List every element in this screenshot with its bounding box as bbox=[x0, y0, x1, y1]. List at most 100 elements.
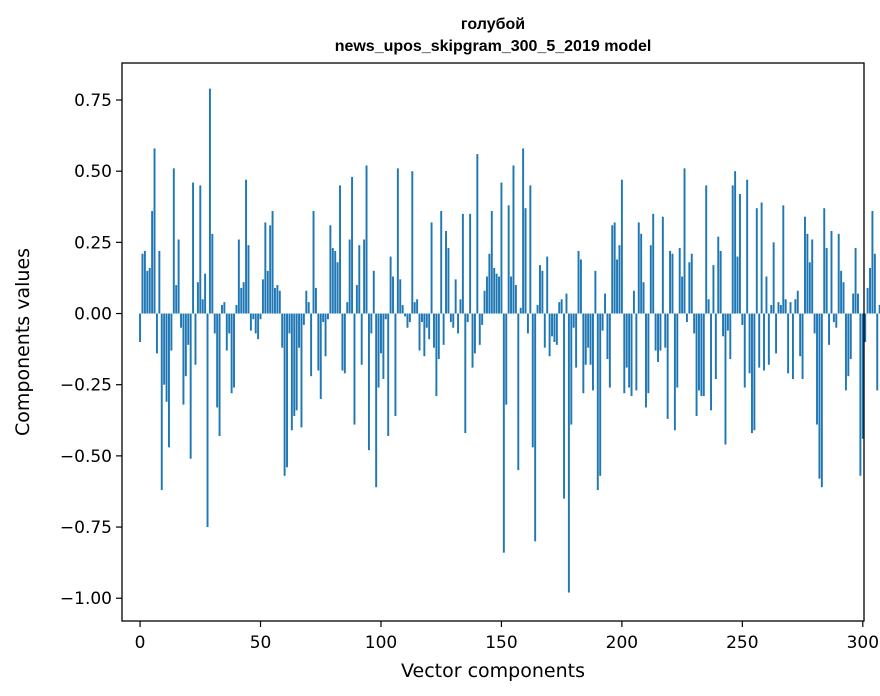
bar bbox=[228, 313, 231, 334]
bar bbox=[522, 148, 525, 314]
x-tick-label: 300 bbox=[847, 633, 879, 653]
bar bbox=[869, 267, 871, 314]
bar bbox=[367, 313, 370, 451]
bar bbox=[408, 313, 411, 323]
bar bbox=[758, 313, 761, 368]
bar bbox=[225, 313, 228, 351]
bar bbox=[688, 262, 691, 314]
y-tick-label: −1.00 bbox=[60, 589, 112, 609]
bar bbox=[307, 302, 310, 314]
bar bbox=[712, 265, 715, 314]
bar bbox=[488, 253, 491, 314]
bar bbox=[375, 313, 378, 488]
bar bbox=[635, 313, 638, 391]
bar bbox=[312, 211, 315, 314]
bar bbox=[849, 313, 852, 360]
bar bbox=[592, 313, 594, 391]
bar bbox=[336, 262, 339, 314]
bar bbox=[857, 293, 859, 314]
bar bbox=[847, 313, 850, 377]
bar bbox=[539, 265, 541, 314]
y-axis: 0.75 0.50 0.25 0.00 −0.25 −0.50 −0.75 −1.00 bbox=[60, 91, 122, 609]
bar bbox=[476, 154, 479, 314]
y-tick-label: 0.50 bbox=[74, 162, 112, 182]
bar bbox=[449, 313, 452, 323]
bar bbox=[808, 262, 811, 314]
bar bbox=[384, 313, 387, 320]
bar bbox=[254, 313, 257, 334]
bar bbox=[676, 313, 679, 388]
bar bbox=[710, 313, 712, 411]
bar bbox=[577, 250, 580, 314]
bar bbox=[606, 313, 609, 360]
y-axis-label: Components values bbox=[12, 248, 34, 436]
bar bbox=[418, 313, 421, 351]
x-tick-label: 0 bbox=[135, 633, 146, 653]
bar bbox=[204, 273, 207, 314]
bar bbox=[599, 313, 602, 476]
bar bbox=[835, 313, 838, 328]
bar bbox=[266, 270, 269, 314]
bar bbox=[572, 313, 575, 328]
bar bbox=[343, 313, 346, 374]
bar bbox=[471, 313, 474, 368]
bar bbox=[852, 293, 855, 314]
bar bbox=[671, 253, 674, 314]
bar bbox=[579, 259, 582, 314]
bar bbox=[146, 270, 149, 314]
bar bbox=[575, 313, 578, 368]
bar bbox=[705, 185, 708, 314]
bar bbox=[187, 313, 190, 345]
bar bbox=[257, 313, 260, 340]
bar bbox=[223, 302, 226, 314]
bar bbox=[399, 279, 402, 314]
bar bbox=[151, 211, 154, 314]
bar bbox=[242, 282, 245, 314]
bar bbox=[558, 302, 561, 314]
bar bbox=[319, 313, 322, 399]
chart-title: голубой bbox=[461, 16, 525, 33]
bar bbox=[199, 185, 202, 314]
y-tick-label: 0.75 bbox=[74, 91, 112, 111]
bar bbox=[459, 299, 462, 314]
bar bbox=[192, 182, 195, 314]
bar bbox=[717, 236, 720, 314]
bar bbox=[536, 304, 539, 314]
y-tick-label: 0.00 bbox=[74, 305, 112, 325]
bar bbox=[664, 313, 667, 348]
bar bbox=[529, 185, 532, 314]
bar bbox=[230, 313, 233, 394]
bar bbox=[437, 313, 440, 360]
bar bbox=[370, 313, 373, 334]
bar bbox=[514, 285, 517, 314]
bar bbox=[141, 253, 144, 314]
bar bbox=[502, 313, 505, 553]
bar bbox=[317, 313, 320, 371]
bar bbox=[348, 239, 351, 314]
bar bbox=[331, 248, 334, 314]
bar bbox=[454, 279, 457, 314]
bar bbox=[698, 313, 700, 391]
bar bbox=[782, 205, 785, 314]
y-tick-label: −0.75 bbox=[60, 518, 112, 538]
bar bbox=[775, 313, 778, 354]
bar bbox=[567, 313, 570, 593]
bar bbox=[269, 225, 272, 314]
bar bbox=[216, 313, 219, 408]
bar bbox=[693, 313, 696, 334]
bar bbox=[339, 185, 341, 314]
bar bbox=[469, 213, 472, 314]
bar bbox=[690, 253, 693, 314]
bar bbox=[861, 313, 864, 439]
bar bbox=[613, 222, 616, 314]
bar bbox=[859, 313, 862, 476]
bar bbox=[351, 176, 354, 314]
bar bbox=[789, 302, 792, 314]
bar bbox=[755, 208, 758, 314]
bar bbox=[341, 313, 344, 371]
bar bbox=[546, 256, 549, 314]
bar bbox=[394, 313, 397, 417]
bar bbox=[787, 313, 790, 374]
bar bbox=[392, 276, 394, 314]
